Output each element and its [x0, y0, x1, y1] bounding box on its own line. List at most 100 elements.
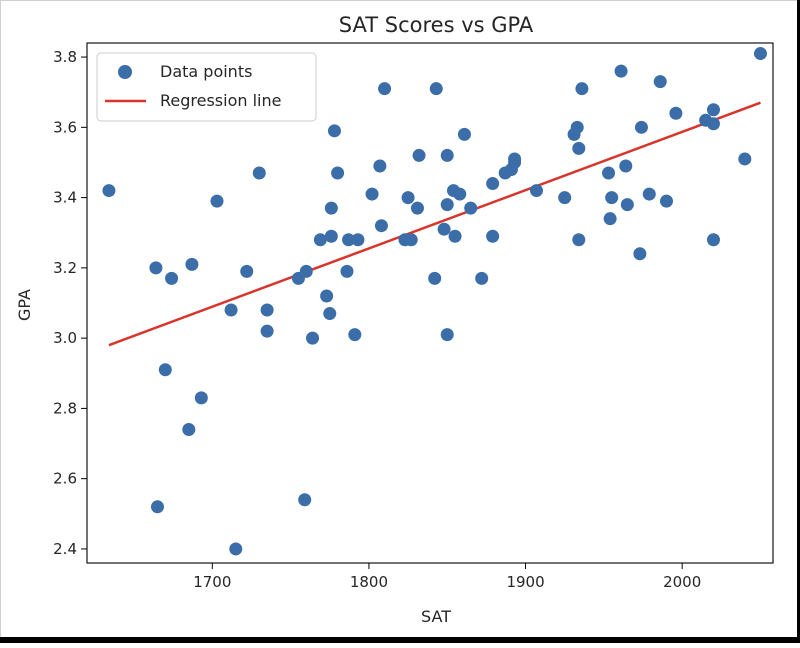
- y-tick-label: 3.2: [53, 259, 77, 277]
- legend-label-regression-line: Regression line: [160, 91, 281, 110]
- data-point: [351, 233, 365, 247]
- data-point: [453, 187, 467, 201]
- plot-area: [86, 42, 774, 564]
- data-point: [365, 187, 379, 201]
- data-point: [605, 191, 619, 205]
- data-point: [659, 194, 673, 208]
- data-point: [429, 82, 443, 96]
- data-point: [323, 307, 337, 321]
- data-point: [324, 201, 338, 215]
- data-point: [602, 166, 616, 180]
- data-point: [738, 152, 752, 166]
- y-tick-label: 2.8: [53, 399, 77, 417]
- data-point: [313, 233, 327, 247]
- data-point: [342, 233, 356, 247]
- data-point: [150, 500, 164, 514]
- data-point: [530, 184, 544, 198]
- data-point: [298, 493, 312, 507]
- data-point: [706, 103, 720, 117]
- data-point: [440, 198, 454, 212]
- legend: Data points Regression line: [96, 52, 317, 122]
- data-point: [102, 184, 116, 198]
- data-point: [165, 271, 179, 285]
- data-point: [619, 159, 633, 173]
- data-point: [558, 191, 572, 205]
- data-point: [404, 233, 418, 247]
- chart-title: SAT Scores vs GPA: [339, 13, 534, 37]
- data-point: [634, 120, 648, 134]
- data-point: [570, 120, 584, 134]
- data-point: [331, 166, 345, 180]
- data-point: [448, 229, 462, 243]
- data-point: [486, 177, 500, 191]
- y-tick-label: 3.6: [53, 118, 77, 136]
- data-point: [706, 117, 720, 131]
- data-point: [401, 191, 415, 205]
- legend-label-data-points: Data points: [160, 62, 252, 81]
- x-tick-label: 2000: [663, 573, 701, 591]
- bottom-edge-bar: [0, 637, 800, 643]
- data-point: [185, 257, 199, 271]
- data-point: [410, 201, 424, 215]
- data-point: [614, 64, 628, 78]
- y-tick-label: 3.4: [53, 189, 77, 207]
- data-point: [475, 271, 489, 285]
- data-point: [158, 363, 172, 377]
- data-point: [194, 391, 208, 405]
- regression-line: [108, 101, 761, 347]
- data-point: [306, 331, 320, 345]
- data-point: [603, 212, 617, 226]
- x-tick-label: 1700: [193, 573, 231, 591]
- data-point: [633, 247, 647, 261]
- data-point: [260, 324, 274, 338]
- data-point: [348, 328, 362, 342]
- data-point: [440, 148, 454, 162]
- data-points-layer: [102, 47, 767, 556]
- data-point: [252, 166, 266, 180]
- y-tick-label: 3.0: [53, 329, 77, 347]
- data-point: [260, 303, 274, 317]
- legend-box: [96, 52, 317, 122]
- data-point: [575, 82, 589, 96]
- data-point: [224, 303, 238, 317]
- x-tick-label: 1900: [506, 573, 544, 591]
- data-point: [149, 261, 163, 275]
- regression-layer: [108, 101, 761, 347]
- y-axis-label: GPA: [15, 289, 34, 321]
- data-point: [299, 264, 313, 278]
- data-point: [374, 219, 388, 233]
- x-axis: 1700 1800 1900 2000: [193, 563, 701, 591]
- y-tick-label: 3.8: [53, 48, 77, 66]
- data-point: [508, 155, 522, 169]
- data-point: [642, 187, 656, 201]
- data-point: [378, 82, 392, 96]
- data-point: [572, 233, 586, 247]
- x-tick-label: 1800: [350, 573, 388, 591]
- data-point: [464, 201, 478, 215]
- y-tick-label: 2.4: [53, 540, 77, 558]
- data-point: [229, 542, 243, 556]
- data-point: [440, 328, 454, 342]
- data-point: [572, 141, 586, 155]
- data-point: [412, 148, 426, 162]
- data-point: [373, 159, 387, 173]
- y-axis: 2.4 2.6 2.8 3.0 3.2 3.4 3.6 3.8: [53, 48, 87, 558]
- data-point: [327, 124, 341, 138]
- data-point: [324, 229, 338, 243]
- data-point: [240, 264, 254, 278]
- data-point: [457, 127, 471, 141]
- data-point: [486, 229, 500, 243]
- data-point: [653, 75, 667, 89]
- data-point: [620, 198, 634, 212]
- right-edge-bar: [797, 0, 800, 643]
- data-point: [669, 106, 683, 120]
- data-point: [437, 222, 451, 236]
- data-point: [706, 233, 720, 247]
- data-point: [320, 289, 334, 303]
- data-point: [428, 271, 442, 285]
- data-point: [753, 47, 767, 61]
- legend-marker-data-points: [118, 65, 132, 79]
- data-point: [210, 194, 224, 208]
